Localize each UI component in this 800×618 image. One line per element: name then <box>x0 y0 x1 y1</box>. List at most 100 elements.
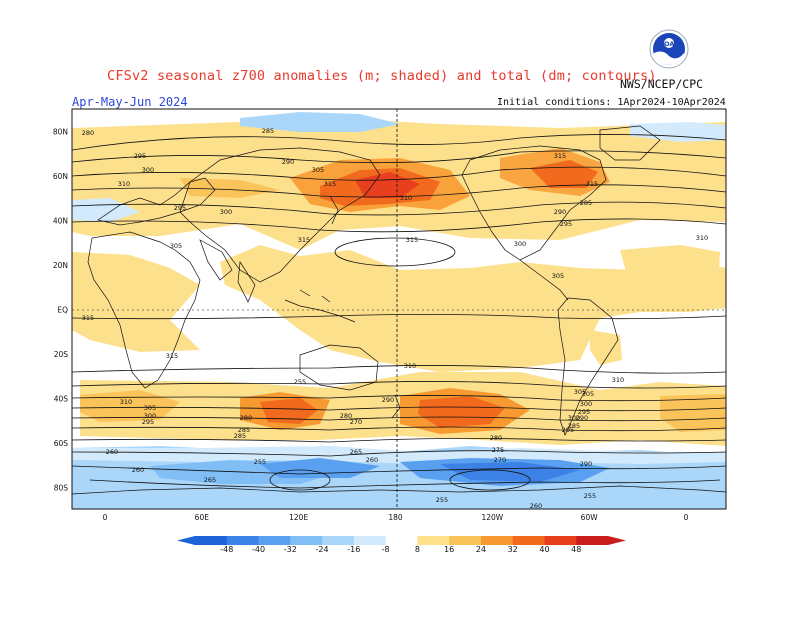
lat-label: 20S <box>54 350 69 359</box>
colorbar-swatch <box>195 536 228 545</box>
colorbar-tick-label: 48 <box>571 545 581 554</box>
colorbar-swatch <box>322 536 355 545</box>
map-frame <box>71 108 727 510</box>
lon-label: 0 <box>684 513 689 522</box>
lat-label: 40N <box>53 217 68 226</box>
colorbar-swatch <box>353 536 387 545</box>
contour-label: 305 <box>582 390 594 398</box>
lon-label: 180 <box>388 513 403 522</box>
contour-label: 305 <box>144 404 156 412</box>
colorbar-swatch <box>417 536 450 545</box>
contour-label: 300 <box>144 412 156 420</box>
contour-label: 255 <box>254 458 266 466</box>
contour-label: 260 <box>366 456 378 464</box>
colorbar-tick-label: -16 <box>347 545 360 554</box>
lon-label: 60W <box>581 513 599 522</box>
colorbar-tick-label: -8 <box>382 545 390 554</box>
contour-label: 275 <box>492 446 504 454</box>
contour-label: 270 <box>350 418 362 426</box>
contour-label: 265 <box>204 476 216 484</box>
lat-label: EQ <box>57 306 68 315</box>
forecast-period: Apr-May-Jun 2024 <box>72 95 188 109</box>
contour-label: 255 <box>294 378 306 386</box>
colorbar-tick-label: 24 <box>476 545 486 554</box>
logo-text: NOAA <box>659 40 680 48</box>
contour-label: 295 <box>562 426 574 434</box>
contour-label: 280 <box>340 412 352 420</box>
colorbar-swatch <box>576 536 609 545</box>
colorbar-swatch <box>480 536 514 545</box>
lon-label: 120W <box>481 513 503 522</box>
colorbar-tick-label: 40 <box>539 545 549 554</box>
colorbar-swatch <box>385 536 418 545</box>
contour-label: 265 <box>350 448 362 456</box>
contour-label: 315 <box>586 180 598 188</box>
contour-label: 315 <box>166 352 178 360</box>
contour-label: 300 <box>568 414 580 422</box>
agency-label: NWS/NCEP/CPC <box>620 77 704 91</box>
contour-label: 315 <box>82 314 94 322</box>
colorbar-swatch <box>258 536 291 545</box>
total-contours <box>72 134 726 491</box>
contour-label: 310 <box>120 398 132 406</box>
lon-label: 60E <box>195 513 210 522</box>
colorbar-tick-label: -40 <box>252 545 265 554</box>
contour-label: 295 <box>578 408 590 416</box>
colorbar-right-arrow <box>608 536 626 545</box>
contour-label: 310 <box>404 362 416 370</box>
lat-label: 40S <box>54 395 69 404</box>
contour-label: 290 <box>382 396 394 404</box>
contour-label: 305 <box>170 242 182 250</box>
lat-label: 80N <box>53 128 68 137</box>
contour-label: 270 <box>494 456 506 464</box>
contour-label: 315 <box>298 236 310 244</box>
lon-label: 0 <box>103 513 108 522</box>
contour-label: 315 <box>324 180 336 188</box>
contour-label: 290 <box>580 460 592 468</box>
contour-label: 260 <box>106 448 118 456</box>
colorbar-tick-label: 16 <box>444 545 454 554</box>
contour-label: 255 <box>436 496 448 504</box>
contour-label: 315 <box>554 152 566 160</box>
noaa-logo-icon: NOAA <box>649 29 689 69</box>
anomaly-shading <box>72 109 726 509</box>
longitude-labels: 0 60E 120E 180 120W 60W 0 <box>103 513 689 522</box>
contour-label: 260 <box>530 502 542 510</box>
contour-label: 260 <box>132 466 144 474</box>
contour-label: 315 <box>406 236 418 244</box>
colorbar-swatch <box>290 536 323 545</box>
colorbar-swatch <box>449 536 482 545</box>
contour-label: 305 <box>312 166 324 174</box>
contour-label: 300 <box>220 208 232 216</box>
contour-label: 300 <box>580 400 592 408</box>
initial-conditions: Initial conditions: 1Apr2024-10Apr2024 <box>497 97 726 108</box>
colorbar-tick-label: -48 <box>220 545 233 554</box>
contour-label: 290 <box>282 158 294 166</box>
contour-label: 310 <box>612 376 624 384</box>
chart-title: CFSv2 seasonal z700 anomalies (m; shaded… <box>107 68 657 84</box>
contour-label: 280 <box>240 414 252 422</box>
colorbar-tick-label: -32 <box>284 545 297 554</box>
contour-label: 290 <box>554 208 566 216</box>
contour-label: 255 <box>584 492 596 500</box>
contour-label: 310 <box>696 234 708 242</box>
contour-label: 285 <box>262 127 274 135</box>
contour-label: 310 <box>118 180 130 188</box>
contour-label: 285 <box>234 432 246 440</box>
contour-label: 310 <box>400 194 412 202</box>
lat-label: 20N <box>53 261 68 270</box>
contour-label: 295 <box>174 204 186 212</box>
colorbar-tick-label: 32 <box>508 545 518 554</box>
contour-label: 295 <box>142 418 154 426</box>
latitude-labels: 80N 60N 40N 20N EQ 20S 40S 60S 80S <box>53 128 68 493</box>
colorbar-swatch <box>544 536 577 545</box>
lat-label: 60S <box>54 439 69 448</box>
contour-label: 285 <box>568 422 580 430</box>
contour-label: 305 <box>552 272 564 280</box>
lat-label: 60N <box>53 172 68 181</box>
contour-label: 295 <box>134 152 146 160</box>
colorbar-left-arrow <box>177 536 195 545</box>
colorbar: -48 -40 -32 -24 -16 -8 8 16 24 32 40 48 <box>177 536 626 554</box>
